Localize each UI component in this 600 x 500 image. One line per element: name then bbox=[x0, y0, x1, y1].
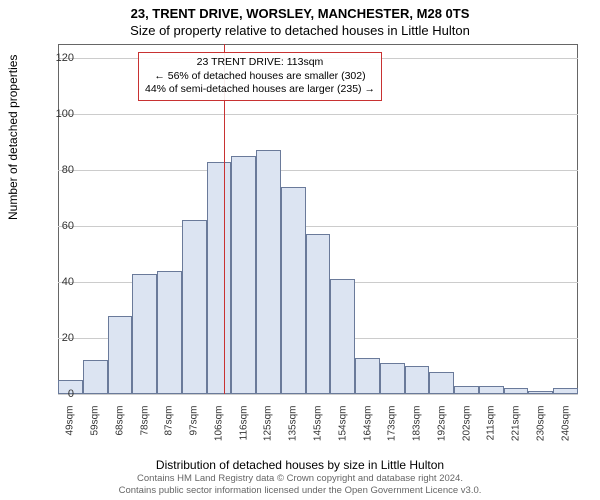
annotation-line2: ← 56% of detached houses are smaller (30… bbox=[145, 70, 375, 84]
x-tick-label: 221sqm bbox=[511, 406, 522, 456]
chart-title-address: 23, TRENT DRIVE, WORSLEY, MANCHESTER, M2… bbox=[0, 0, 600, 21]
y-tick-label: 0 bbox=[34, 388, 74, 400]
attribution-line1: Contains HM Land Registry data © Crown c… bbox=[0, 473, 600, 484]
y-tick-label: 20 bbox=[34, 332, 74, 344]
x-tick-label: 145sqm bbox=[312, 406, 323, 456]
histogram-bar bbox=[231, 156, 256, 394]
plot-area: 23 TRENT DRIVE: 113sqm ← 56% of detached… bbox=[58, 44, 578, 394]
histogram-bar bbox=[405, 366, 430, 394]
x-tick-label: 135sqm bbox=[288, 406, 299, 456]
chart-subtitle: Size of property relative to detached ho… bbox=[0, 21, 600, 38]
histogram-bar bbox=[355, 358, 380, 394]
histogram-bar bbox=[553, 388, 578, 394]
histogram-bar bbox=[330, 279, 355, 394]
y-tick-label: 100 bbox=[34, 108, 74, 120]
histogram-bar bbox=[504, 388, 529, 394]
histogram-bar bbox=[454, 386, 479, 394]
histogram-bar bbox=[479, 386, 504, 394]
histogram-bar bbox=[380, 363, 405, 394]
histogram-bar bbox=[132, 274, 157, 394]
x-tick-label: 106sqm bbox=[213, 406, 224, 456]
y-tick-label: 120 bbox=[34, 52, 74, 64]
x-tick-label: 87sqm bbox=[164, 406, 175, 456]
x-tick-label: 68sqm bbox=[114, 406, 125, 456]
x-tick-label: 154sqm bbox=[337, 406, 348, 456]
attribution-line2: Contains public sector information licen… bbox=[0, 485, 600, 496]
histogram-bar bbox=[281, 187, 306, 394]
chart-container: 23, TRENT DRIVE, WORSLEY, MANCHESTER, M2… bbox=[0, 0, 600, 500]
histogram-bar bbox=[83, 360, 108, 394]
plot-border-top bbox=[58, 44, 578, 45]
x-tick-label: 192sqm bbox=[436, 406, 447, 456]
annotation-line1: 23 TRENT DRIVE: 113sqm bbox=[145, 56, 375, 70]
gridline bbox=[58, 170, 578, 171]
x-tick-label: 49sqm bbox=[65, 406, 76, 456]
histogram-bar bbox=[108, 316, 133, 394]
attribution: Contains HM Land Registry data © Crown c… bbox=[0, 473, 600, 496]
x-tick-label: 183sqm bbox=[412, 406, 423, 456]
histogram-bar bbox=[528, 391, 553, 394]
x-tick-label: 230sqm bbox=[535, 406, 546, 456]
y-tick-label: 80 bbox=[34, 164, 74, 176]
histogram-bar bbox=[256, 150, 281, 394]
gridline bbox=[58, 226, 578, 227]
gridline bbox=[58, 114, 578, 115]
y-tick-label: 40 bbox=[34, 276, 74, 288]
x-tick-label: 125sqm bbox=[263, 406, 274, 456]
x-tick-label: 59sqm bbox=[90, 406, 101, 456]
y-axis-label: Number of detached properties bbox=[6, 55, 20, 220]
histogram-bar bbox=[207, 162, 232, 394]
histogram-bar bbox=[306, 234, 331, 394]
x-tick-label: 78sqm bbox=[139, 406, 150, 456]
x-tick-label: 164sqm bbox=[362, 406, 373, 456]
x-tick-label: 116sqm bbox=[238, 406, 249, 456]
histogram-bar bbox=[157, 271, 182, 394]
x-tick-label: 202sqm bbox=[461, 406, 472, 456]
x-tick-label: 240sqm bbox=[560, 406, 571, 456]
x-tick-label: 211sqm bbox=[486, 406, 497, 456]
annotation-box: 23 TRENT DRIVE: 113sqm ← 56% of detached… bbox=[138, 52, 382, 101]
x-tick-label: 97sqm bbox=[189, 406, 200, 456]
gridline bbox=[58, 394, 578, 395]
y-tick-label: 60 bbox=[34, 220, 74, 232]
x-axis-label: Distribution of detached houses by size … bbox=[0, 458, 600, 472]
x-tick-label: 173sqm bbox=[387, 406, 398, 456]
annotation-line3: 44% of semi-detached houses are larger (… bbox=[145, 83, 375, 97]
histogram-bar bbox=[429, 372, 454, 394]
histogram-bar bbox=[182, 220, 207, 394]
plot-border-right bbox=[577, 44, 578, 394]
